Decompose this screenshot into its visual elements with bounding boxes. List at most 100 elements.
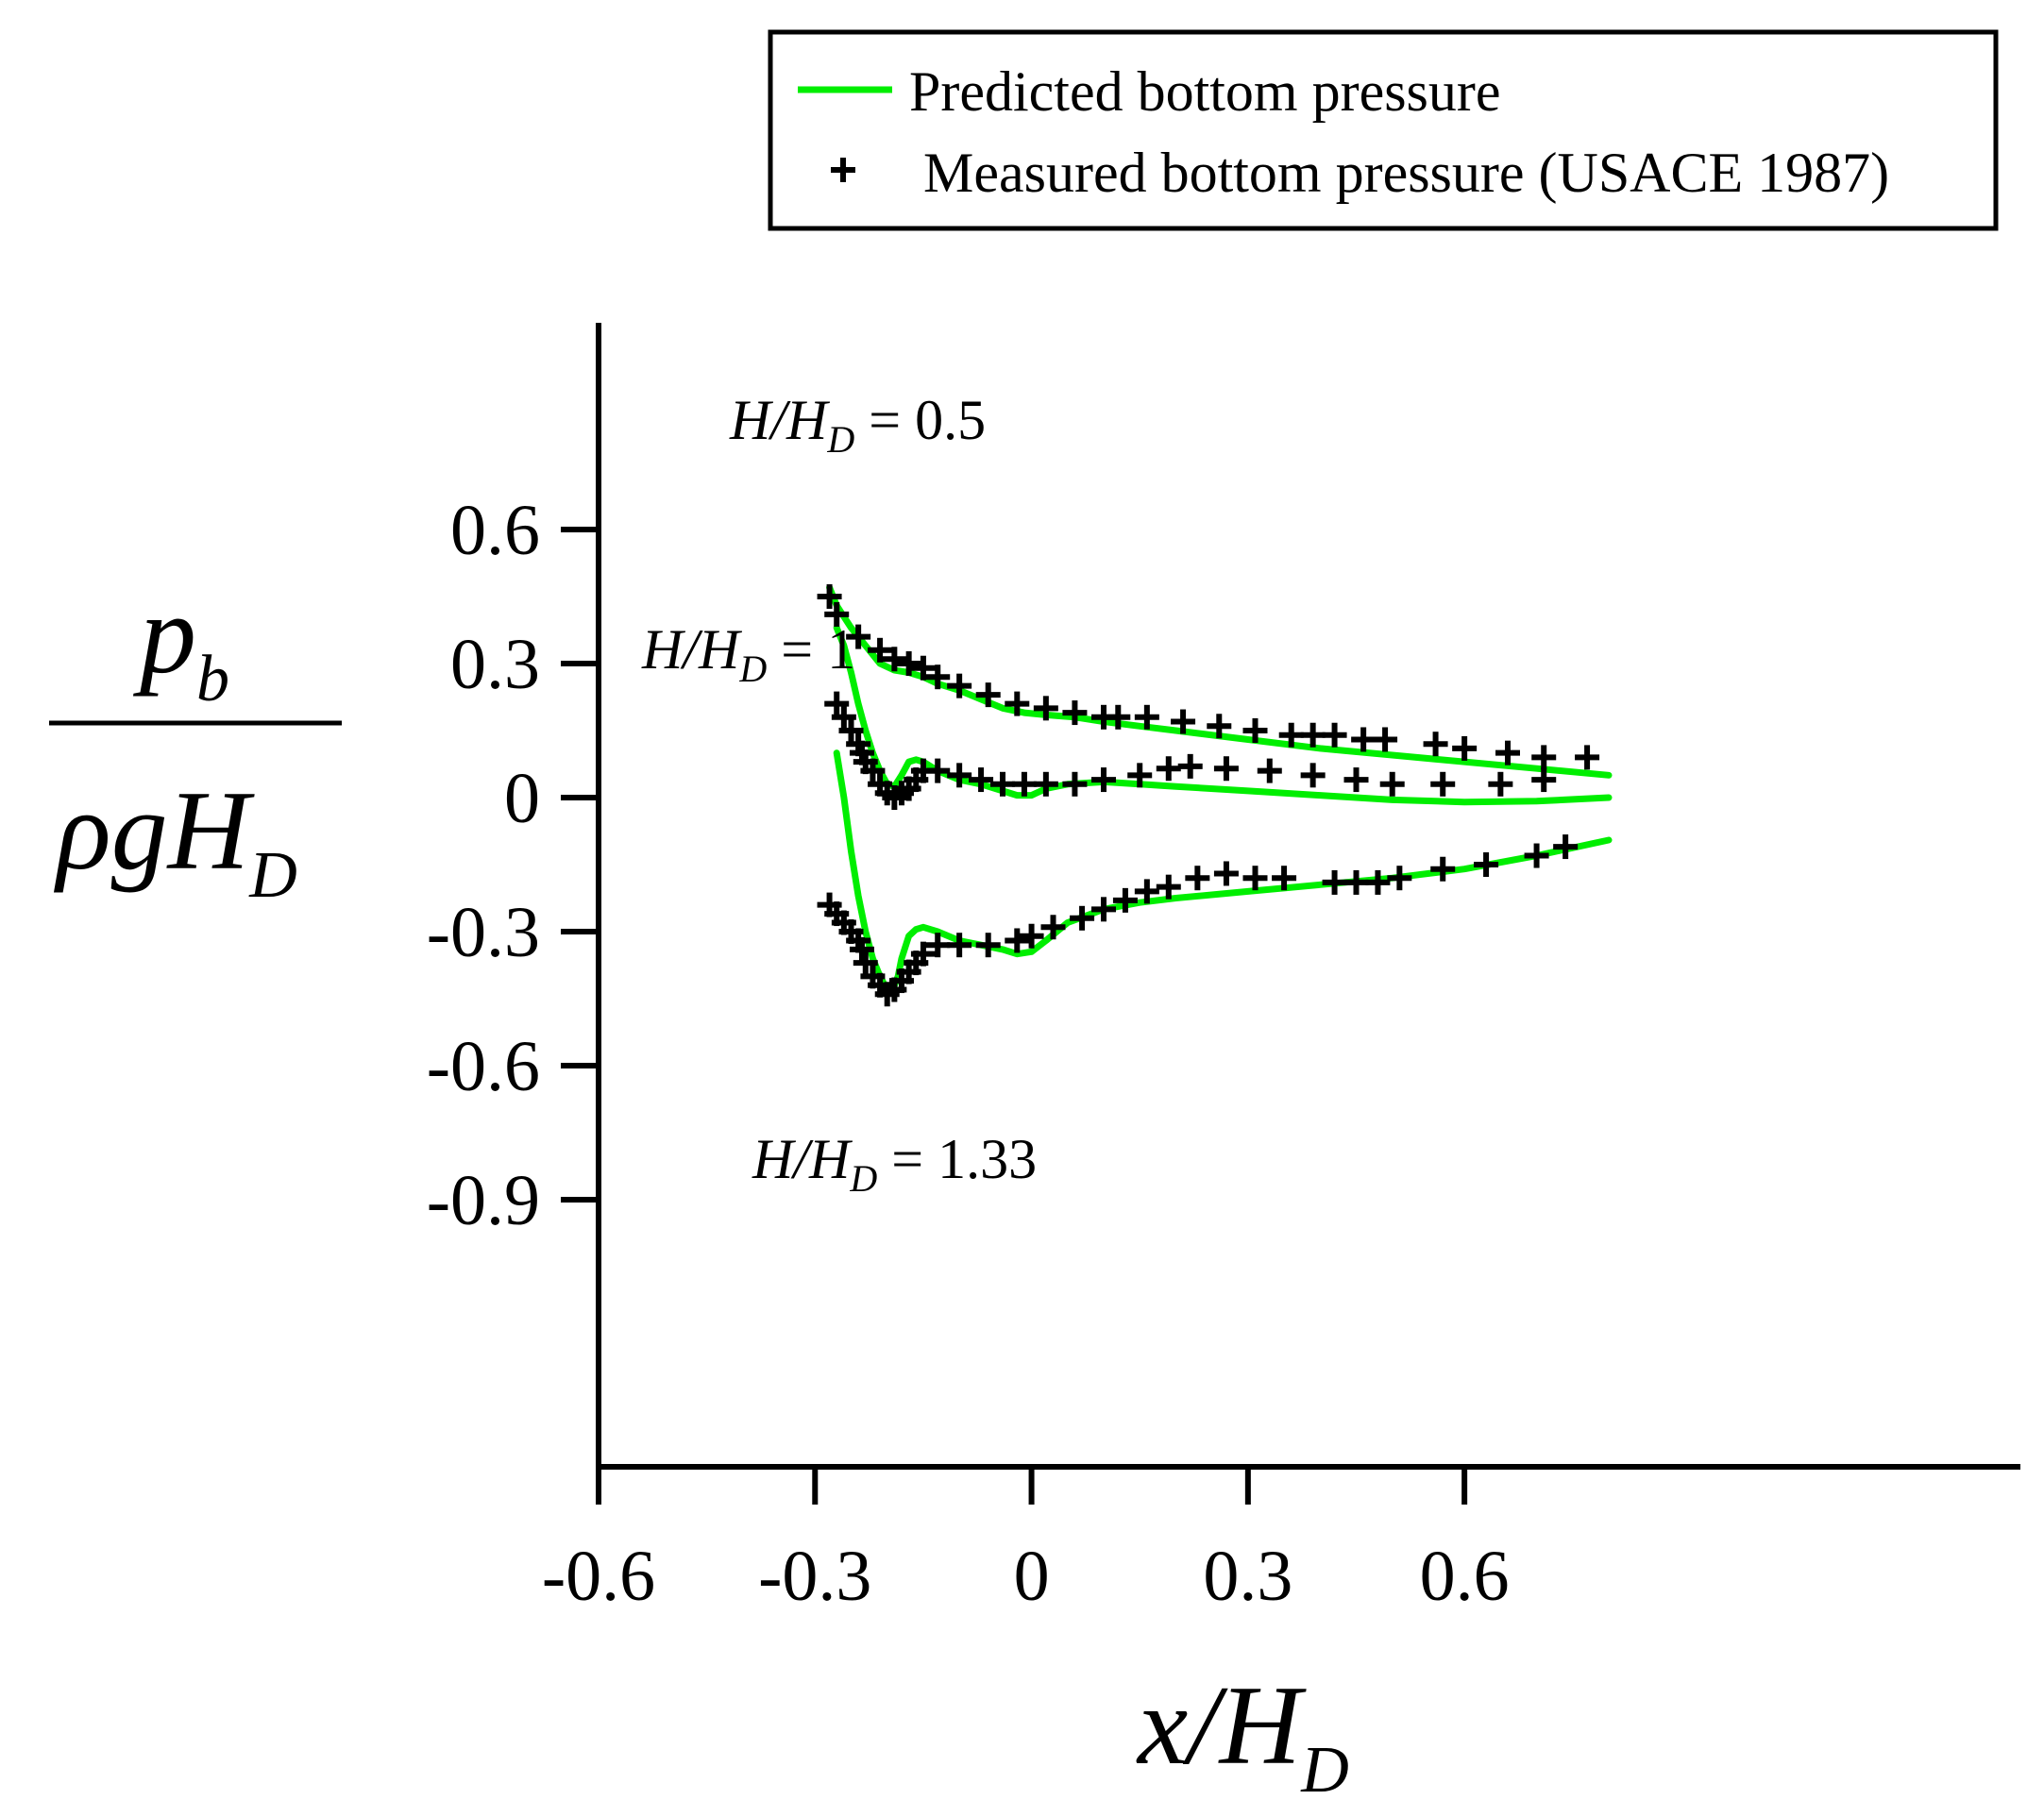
legend-measured-plus-icon (831, 158, 855, 182)
measured-point (1343, 869, 1369, 895)
measured-point (1373, 727, 1398, 752)
x-axis-ticks: -0.6 -0.3 0 0.3 0.6 (542, 1467, 1510, 1616)
measured-point (1257, 758, 1282, 783)
measured-point (882, 647, 907, 672)
measured-point (1452, 735, 1478, 761)
measured-point (1005, 928, 1030, 953)
measured-point (1156, 874, 1181, 900)
measured-point (1322, 722, 1347, 748)
measured-series-5 (817, 834, 1579, 1007)
measured-point (824, 691, 850, 716)
measured-series-3 (817, 584, 1600, 770)
measured-point (1322, 869, 1347, 895)
measured-point (1242, 718, 1268, 743)
measured-point (1553, 834, 1579, 860)
measured-point (1134, 704, 1159, 730)
annotation-h-0-5: H/HD = 0.5 (729, 389, 986, 461)
y-axis-ticks: 0.6 0.3 0 -0.3 -0.6 -0.9 (427, 491, 599, 1240)
legend-box (768, 29, 1999, 231)
measured-point (1033, 696, 1058, 721)
svg-text:ρgHD: ρgHD (53, 767, 297, 912)
measured-point (1387, 866, 1412, 891)
measured-point (1106, 704, 1131, 730)
legend: Predicted bottom pressure Measured botto… (768, 29, 1999, 231)
measured-point (1488, 771, 1513, 797)
x-tick-label: 0.3 (1203, 1537, 1292, 1616)
annotation-h-1: H/HD = 1 (641, 618, 855, 690)
measured-point (1091, 767, 1116, 793)
x-tick-label: -0.3 (758, 1537, 871, 1616)
y-tick-label: -0.9 (427, 1161, 540, 1240)
predicted-line-0 (826, 584, 1613, 779)
measured-point (846, 624, 871, 649)
measured-point (1062, 700, 1088, 726)
measured-point (868, 637, 893, 663)
measured-point (1112, 887, 1138, 913)
measured-point (1062, 771, 1088, 797)
y-tick-label: 0.3 (450, 625, 540, 704)
measured-point (1207, 714, 1232, 739)
measured-point (975, 933, 1001, 958)
measured-point (1213, 861, 1239, 886)
y-tick-label: 0 (504, 759, 540, 838)
measured-point (1040, 915, 1066, 940)
measured-point (1242, 866, 1268, 891)
x-axis-title: x/HD (1136, 1662, 1349, 1800)
measured-point (1531, 767, 1557, 793)
measured-point (990, 771, 1015, 797)
measured-point (1300, 722, 1326, 748)
measured-point (1011, 771, 1037, 797)
measured-point (1185, 866, 1210, 891)
measured-point (947, 763, 972, 788)
measured-point (1351, 727, 1377, 752)
measured-point (925, 758, 951, 783)
svg-text:x/HD: x/HD (1136, 1662, 1349, 1800)
y-tick-label: 0.6 (450, 491, 540, 570)
measured-point (910, 941, 936, 967)
measured-point (910, 655, 936, 681)
measured-point (1495, 740, 1520, 765)
measured-series-4 (824, 691, 1557, 810)
measured-point (1272, 866, 1297, 891)
measured-point (1365, 869, 1391, 895)
measured-point (824, 601, 850, 627)
measured-point (947, 673, 972, 698)
measured-point (1379, 771, 1405, 797)
measured-point (1430, 771, 1456, 797)
measured-point (1127, 763, 1153, 788)
measured-point (1134, 879, 1159, 904)
measured-point (975, 682, 1001, 708)
measured-point (1171, 709, 1196, 734)
measured-point (1575, 745, 1600, 770)
measured-point (1033, 771, 1058, 797)
measured-point (1531, 745, 1557, 770)
measured-point (1091, 897, 1116, 922)
measured-point (831, 704, 856, 730)
svg-text:pb: pb (132, 571, 229, 715)
measured-point (860, 758, 886, 783)
legend-measured-label: Measured bottom pressure (USACE 1987) (923, 142, 1889, 204)
axes: -0.6 -0.3 0 0.3 0.6 0.6 0.3 0 -0.3 -0.6 -0.9 (427, 323, 2020, 1616)
measured-point (947, 933, 972, 958)
measured-point (1474, 852, 1499, 877)
measured-point (1156, 756, 1181, 782)
curve-annotations: H/HD = 0.5 H/HD = 1 H/HD = 1.33 (641, 389, 1037, 1200)
measured-point (1524, 843, 1549, 868)
measured-point (1278, 722, 1304, 748)
measured-point (1423, 732, 1448, 757)
x-tick-label: 0 (1014, 1537, 1050, 1616)
measured-point (1343, 767, 1369, 793)
plot-area (817, 584, 1613, 1007)
measured-point (1213, 756, 1239, 782)
measured-point (969, 767, 994, 793)
annotation-h-1-33: H/HD = 1.33 (752, 1128, 1037, 1200)
measured-point (1019, 923, 1044, 949)
measured-point (925, 664, 951, 690)
measured-point (849, 936, 874, 962)
x-tick-label: -0.6 (542, 1537, 655, 1616)
measured-point (1070, 905, 1095, 931)
x-tick-label: 0.6 (1420, 1537, 1510, 1616)
y-axis-title: pb ρgHD (49, 571, 342, 912)
measured-point (896, 651, 921, 676)
